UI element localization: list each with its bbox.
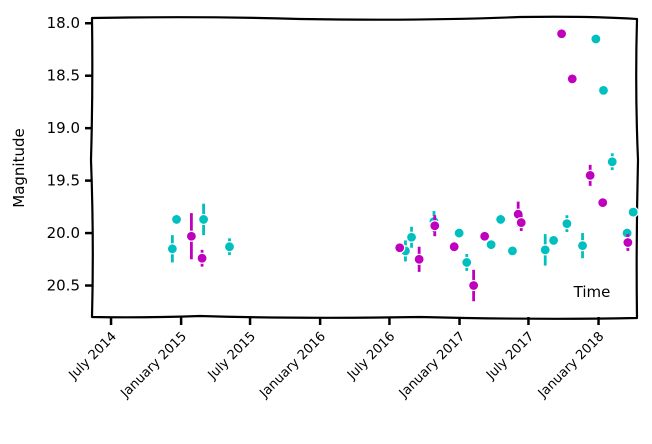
data-point: [597, 197, 609, 209]
data-point: [448, 241, 460, 253]
data-point: [555, 28, 568, 40]
y-tick-label: 20.0: [47, 224, 80, 242]
y-axis-label: Magnitude: [10, 128, 28, 207]
data-point: [196, 252, 208, 264]
data-point: [405, 231, 418, 243]
y-axis: 18.0 18.5 19.0 19.5 20.0 20.5: [47, 14, 92, 295]
data-point: [515, 216, 527, 229]
y-tick-label: 20.5: [47, 277, 80, 295]
data-point: [566, 73, 578, 85]
data-point: [597, 84, 610, 96]
data-point: [170, 213, 183, 226]
x-tick-label: January 2015: [117, 329, 189, 401]
data-point: [584, 169, 596, 181]
data-point: [606, 156, 618, 168]
time-annotation: Time: [573, 283, 611, 301]
data-point: [453, 227, 465, 239]
data-point: [468, 279, 480, 292]
data-point: [197, 213, 210, 226]
data-point: [185, 230, 198, 242]
data-point: [561, 218, 573, 230]
x-tick-label: July 2015: [205, 329, 259, 383]
x-tick-label: July 2014: [66, 329, 120, 383]
data-point: [479, 230, 491, 242]
data-point: [622, 236, 634, 249]
plot-frame: [89, 15, 640, 320]
data-point: [506, 245, 519, 257]
data-point: [485, 239, 497, 251]
data-point: [223, 241, 236, 253]
x-tick-label: January 2018: [535, 329, 607, 401]
y-tick-label: 18.0: [47, 14, 80, 32]
data-point: [547, 234, 560, 247]
data-point: [539, 244, 551, 256]
data-point: [590, 33, 602, 45]
x-tick-label: January 2017: [396, 329, 468, 401]
x-tick-label: January 2016: [256, 329, 328, 401]
data-series: [166, 28, 639, 302]
x-tick-label: July 2016: [344, 329, 398, 383]
data-point: [413, 253, 425, 265]
data-point: [576, 240, 589, 252]
data-point: [429, 220, 441, 232]
x-tick-label: July 2017: [483, 329, 537, 383]
data-point: [627, 206, 639, 218]
series-2: [185, 28, 634, 302]
data-point: [166, 243, 178, 255]
data-point: [461, 256, 473, 269]
y-tick-label: 18.5: [47, 67, 80, 85]
series-1: [166, 33, 639, 271]
y-tick-label: 19.5: [47, 172, 80, 190]
y-tick-label: 19.0: [47, 119, 80, 137]
data-point: [495, 213, 507, 226]
data-point: [394, 242, 406, 254]
